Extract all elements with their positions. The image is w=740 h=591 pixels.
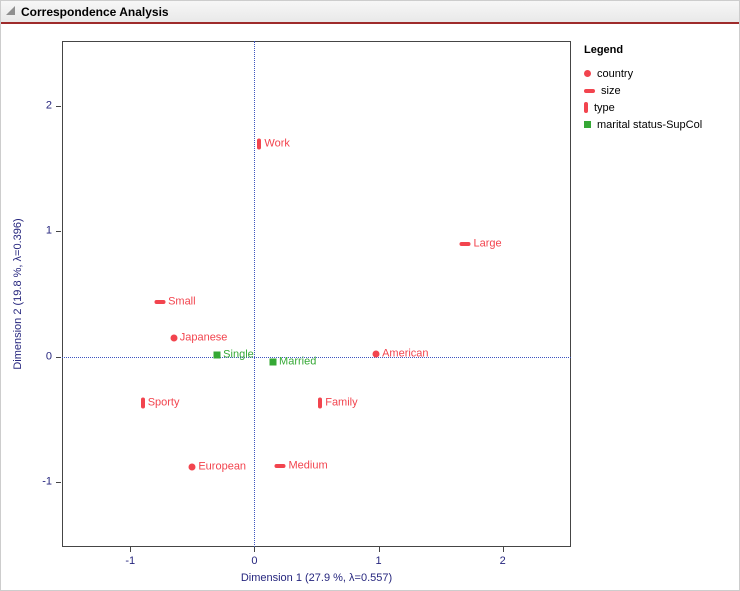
point-label-japanese: Japanese — [179, 331, 228, 344]
legend-title: Legend — [584, 44, 624, 56]
point-marker-work[interactable] — [257, 138, 262, 150]
legend-item-size[interactable]: size — [584, 82, 702, 99]
point-label-large: Large — [473, 237, 502, 250]
point-marker-european[interactable] — [188, 463, 196, 471]
disclosure-triangle-icon[interactable] — [6, 6, 15, 15]
x-tick-label: -1 — [125, 555, 136, 567]
legend-item-label: marital status-SupCol — [597, 118, 703, 131]
legend-item-country[interactable]: country — [584, 65, 702, 82]
legend: Legend country size type marital status-Sup… — [584, 43, 702, 133]
plot-frame — [62, 41, 571, 547]
outline-title-bar[interactable]: Correspondence Analysis — [1, 1, 739, 24]
circle-marker-icon — [584, 70, 591, 77]
legend-item-label: type — [594, 101, 615, 114]
y-axis-title: Dimension 2 (19.8 %, λ=0.396) — [12, 218, 24, 370]
legend-item-label: size — [601, 84, 621, 97]
legend-items: country size type marital status-SupCol — [584, 65, 702, 133]
point-marker-japanese[interactable] — [170, 334, 178, 342]
point-marker-family[interactable] — [318, 397, 323, 409]
legend-item-label: country — [597, 67, 634, 80]
x-tick-label: 0 — [251, 555, 258, 567]
point-label-american: American — [382, 347, 429, 360]
legend-item-marital-status-supcol[interactable]: marital status-SupCol — [584, 116, 702, 133]
y-tick-label: 2 — [45, 99, 52, 112]
point-label-european: European — [198, 460, 247, 473]
point-label-married: Married — [279, 355, 317, 368]
y-tick-label: 1 — [45, 224, 52, 237]
y-tick-mark — [56, 106, 61, 108]
point-marker-married[interactable] — [269, 358, 277, 366]
point-marker-medium[interactable] — [274, 463, 286, 468]
point-label-medium: Medium — [288, 459, 328, 472]
x-tick-mark — [130, 547, 132, 552]
reference-line-vertical — [254, 41, 256, 547]
y-tick-mark — [56, 481, 61, 483]
point-label-single: Single — [223, 348, 254, 361]
x-tick-mark — [254, 547, 256, 552]
x-tick-mark — [502, 547, 504, 552]
point-label-sporty: Sporty — [147, 396, 180, 409]
point-marker-large[interactable] — [459, 241, 471, 246]
vbar-marker-icon — [584, 102, 588, 113]
x-tick-mark — [378, 547, 380, 552]
point-label-work: Work — [264, 137, 290, 150]
legend-item-type[interactable]: type — [584, 99, 702, 116]
y-tick-label: -1 — [42, 475, 52, 488]
point-marker-sporty[interactable] — [140, 397, 145, 409]
point-marker-small[interactable] — [154, 299, 166, 304]
point-marker-single[interactable] — [213, 351, 221, 359]
square-marker-icon — [584, 121, 591, 128]
x-tick-label: 2 — [499, 555, 506, 567]
point-marker-american[interactable] — [372, 350, 380, 358]
point-label-family: Family — [325, 396, 358, 409]
x-tick-label: 1 — [375, 555, 382, 567]
y-tick-label: 0 — [45, 350, 52, 363]
x-axis-title: Dimension 1 (27.9 %, λ=0.557) — [240, 572, 393, 584]
reference-line-horizontal — [62, 356, 571, 358]
report-title: Correspondence Analysis — [21, 4, 169, 19]
point-label-small: Small — [168, 295, 196, 307]
hbar-marker-icon — [584, 88, 595, 93]
y-tick-mark — [56, 231, 61, 233]
y-tick-mark — [56, 356, 61, 358]
